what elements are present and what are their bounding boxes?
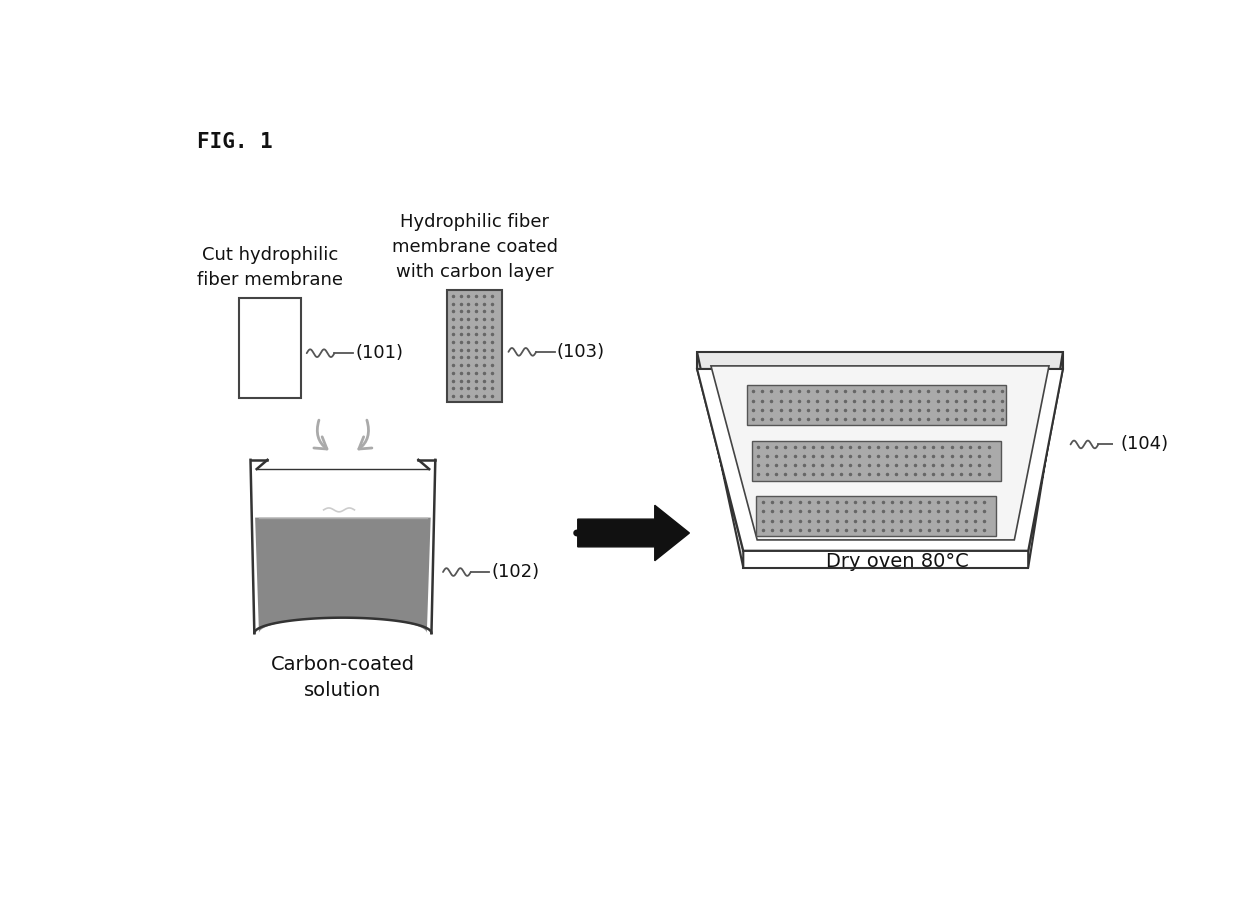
FancyArrowPatch shape [314,420,327,449]
Polygon shape [697,352,743,568]
FancyArrowPatch shape [358,420,372,449]
Polygon shape [254,470,432,633]
Text: (104): (104) [1121,436,1169,453]
Polygon shape [578,506,689,561]
Polygon shape [697,352,1063,369]
Text: (103): (103) [557,342,605,361]
Text: FIG. 1: FIG. 1 [197,131,273,152]
Polygon shape [697,369,1063,551]
Text: Carbon-coated
solution: Carbon-coated solution [270,655,415,700]
Bar [746,385,1006,425]
Polygon shape [1028,352,1063,568]
Text: Hydrophilic fiber
membrane coated
with carbon layer: Hydrophilic fiber membrane coated with c… [392,213,558,281]
Bar [756,496,996,536]
Text: Cut hydrophilic
fiber membrane: Cut hydrophilic fiber membrane [197,246,342,289]
Bar [446,291,502,402]
Text: (101): (101) [355,344,403,362]
Bar [239,298,300,399]
Bar [751,440,1001,480]
Text: Dry oven 80°C: Dry oven 80°C [826,553,968,572]
Polygon shape [255,517,430,633]
Text: (102): (102) [491,563,539,581]
Polygon shape [711,366,1049,540]
